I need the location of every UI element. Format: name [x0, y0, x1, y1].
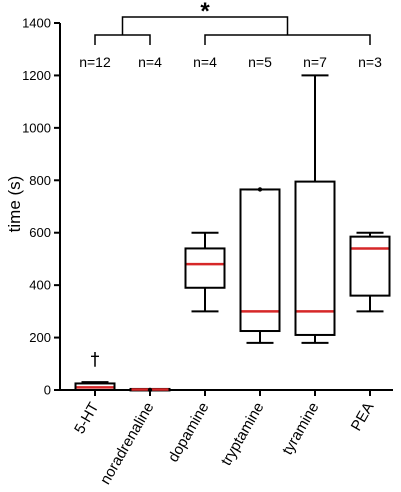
n-label-5-ht: n=12 [79, 54, 111, 70]
y-tick-label: 400 [29, 278, 51, 293]
outlier-point [147, 387, 153, 393]
box-noradrenaline [129, 387, 171, 393]
x-category-label: tyramine [279, 400, 322, 458]
n-label-tryptamine: n=5 [248, 54, 272, 70]
interquartile-box [184, 247, 226, 289]
y-tick-label: 1000 [22, 120, 51, 135]
n-label-pea: n=3 [358, 54, 382, 70]
y-axis: 0 200 400 600 800 1000 1200 1400 [22, 16, 61, 398]
comparison-bracket [121, 16, 289, 35]
box-dopamine [184, 231, 226, 313]
box-tryptamine [239, 187, 281, 344]
y-tick-label: 200 [29, 330, 51, 345]
sample-size-labels: n=12 n=4 n=4 n=5 n=7 n=3 [79, 54, 382, 70]
y-axis-title: time (s) [5, 176, 24, 233]
y-tick-label: 1400 [22, 16, 51, 31]
significance-dagger: † [91, 349, 100, 370]
x-category-label: 5-HT [71, 400, 102, 437]
right-group-bracket [204, 34, 371, 45]
significance-bracket: * [94, 0, 371, 45]
y-tick-label: 1200 [22, 68, 51, 83]
outlier-point [257, 187, 263, 192]
interquartile-box [349, 235, 391, 297]
x-category-label: dopamine [165, 400, 213, 466]
y-tick-label: 600 [29, 225, 51, 240]
box-pea [349, 231, 391, 313]
box-tyramine [294, 74, 336, 344]
left-group-bracket [94, 34, 151, 45]
n-label-noradrenaline: n=4 [138, 54, 162, 70]
significance-star: * [200, 0, 210, 25]
y-tick-label: 800 [29, 173, 51, 188]
box-5-ht: † [74, 349, 116, 392]
y-tick-label: 0 [44, 383, 51, 398]
x-category-label: PEA [348, 400, 378, 434]
box-series: † [74, 74, 391, 393]
interquartile-box [74, 382, 116, 392]
interquartile-box [239, 188, 281, 333]
interquartile-box [294, 180, 336, 336]
x-category-label: tryptamine [218, 400, 268, 469]
n-label-dopamine: n=4 [193, 54, 217, 70]
n-label-tyramine: n=7 [303, 54, 327, 70]
x-category-label: noradrenaline [97, 400, 158, 488]
